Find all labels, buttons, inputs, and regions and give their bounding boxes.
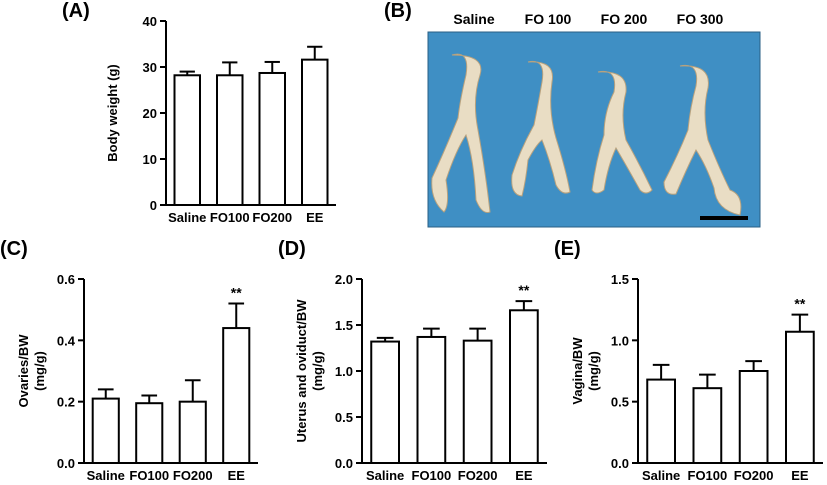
significance-mark: ** xyxy=(794,296,805,312)
y-axis-label: Vagina/BW xyxy=(570,337,585,405)
bar-ee xyxy=(785,330,815,464)
chart-a: 0 10 20 30 40 Body weight (g) Saline FO100 FO200… xyxy=(105,14,336,225)
photo-label-fo300: FO 300 xyxy=(677,11,724,27)
bar-fo200 xyxy=(738,370,769,464)
chart-e: 0.0 0.5 1.0 1.5 Vagina/BW (mg/g) Saline FO100 FO… xyxy=(570,272,823,483)
scale-bar xyxy=(700,216,748,220)
bar-fo200 xyxy=(462,339,493,465)
y-axis-label: (mg/g) xyxy=(586,351,601,391)
x-tick-label: FO100 xyxy=(129,468,169,483)
x-tick-label: FO200 xyxy=(458,468,498,483)
chart-c: 0.0 0.2 0.4 0.6 Ovaries/BW (mg/g) Saline FO100 F… xyxy=(16,272,258,483)
y-tick-label: 30 xyxy=(143,60,157,75)
y-tick-label: 0.5 xyxy=(611,395,629,410)
y-axis-label: Ovaries/BW xyxy=(16,334,31,408)
chart-d: 0.0 0.5 1.0 1.5 2.0 Uterus and oviduct/BW (mg/… xyxy=(294,272,547,483)
x-tick-label: EE xyxy=(306,210,324,225)
y-tick-label: 1.5 xyxy=(335,318,353,333)
panel-label-b: (B) xyxy=(384,0,412,22)
y-tick-label: 2.0 xyxy=(335,272,353,287)
y-tick-label: 0.4 xyxy=(57,333,76,348)
x-tick-label: FO200 xyxy=(734,468,774,483)
panel-label-e: (E) xyxy=(554,238,581,260)
x-tick-label: FO200 xyxy=(252,210,292,225)
photo-label-fo100: FO 100 xyxy=(525,11,572,27)
bar-fo100 xyxy=(692,387,723,465)
photo-label-saline: Saline xyxy=(453,11,494,27)
tissue-saline xyxy=(431,53,491,213)
bar-fo100 xyxy=(135,402,164,465)
bar-saline xyxy=(91,397,120,465)
y-tick-label: 1.5 xyxy=(611,272,629,287)
y-tick-label: 0.0 xyxy=(611,456,629,471)
x-tick-label: Saline xyxy=(168,210,206,225)
y-axis-label: (mg/g) xyxy=(310,351,325,391)
x-tick-label: FO100 xyxy=(412,468,452,483)
tissue-fo200 xyxy=(591,70,653,194)
x-tick-label: EE xyxy=(791,468,809,483)
bar-fo200 xyxy=(258,71,286,207)
bar-ee xyxy=(301,58,329,206)
x-tick-label: Saline xyxy=(87,468,125,483)
y-tick-label: 20 xyxy=(143,106,157,121)
y-tick-label: 0.0 xyxy=(335,456,353,471)
x-tick-label: EE xyxy=(228,468,246,483)
bar-fo200 xyxy=(178,400,207,464)
panel-label-d: (D) xyxy=(278,238,306,260)
panel-label-c: (C) xyxy=(0,238,28,260)
bar-ee xyxy=(222,327,251,465)
x-tick-label: Saline xyxy=(642,468,680,483)
y-tick-label: 0 xyxy=(150,198,157,213)
y-tick-label: 1.0 xyxy=(611,333,629,348)
x-tick-label: FO200 xyxy=(173,468,213,483)
y-axis-label: Uterus and oviduct/BW xyxy=(294,299,309,443)
y-tick-label: 1.0 xyxy=(335,364,353,379)
tissue-fo300 xyxy=(663,64,742,216)
panel-label-a: (A) xyxy=(62,0,90,22)
bar-saline xyxy=(370,340,400,464)
photo-label-fo200: FO 200 xyxy=(601,11,648,27)
bar-ee xyxy=(509,309,539,464)
bar-fo100 xyxy=(416,335,447,464)
y-tick-label: 10 xyxy=(143,152,157,167)
y-tick-label: 0.5 xyxy=(335,410,353,425)
y-tick-label: 40 xyxy=(143,14,157,29)
y-tick-label: 0.6 xyxy=(57,272,75,287)
x-tick-label: FO100 xyxy=(688,468,728,483)
bar-saline xyxy=(173,74,201,206)
y-axis-label: (mg/g) xyxy=(32,351,47,391)
x-tick-label: FO100 xyxy=(210,210,250,225)
y-axis-label: Body weight (g) xyxy=(105,64,120,162)
x-tick-label: Saline xyxy=(366,468,404,483)
bar-saline xyxy=(646,378,676,464)
y-tick-label: 0.0 xyxy=(57,456,75,471)
photo-panel xyxy=(427,31,761,228)
significance-mark: ** xyxy=(518,282,529,298)
tissue-fo100 xyxy=(511,60,571,197)
y-tick-label: 0.2 xyxy=(57,395,75,410)
significance-mark: ** xyxy=(231,285,242,301)
bar-fo100 xyxy=(216,74,244,206)
x-tick-label: EE xyxy=(515,468,533,483)
